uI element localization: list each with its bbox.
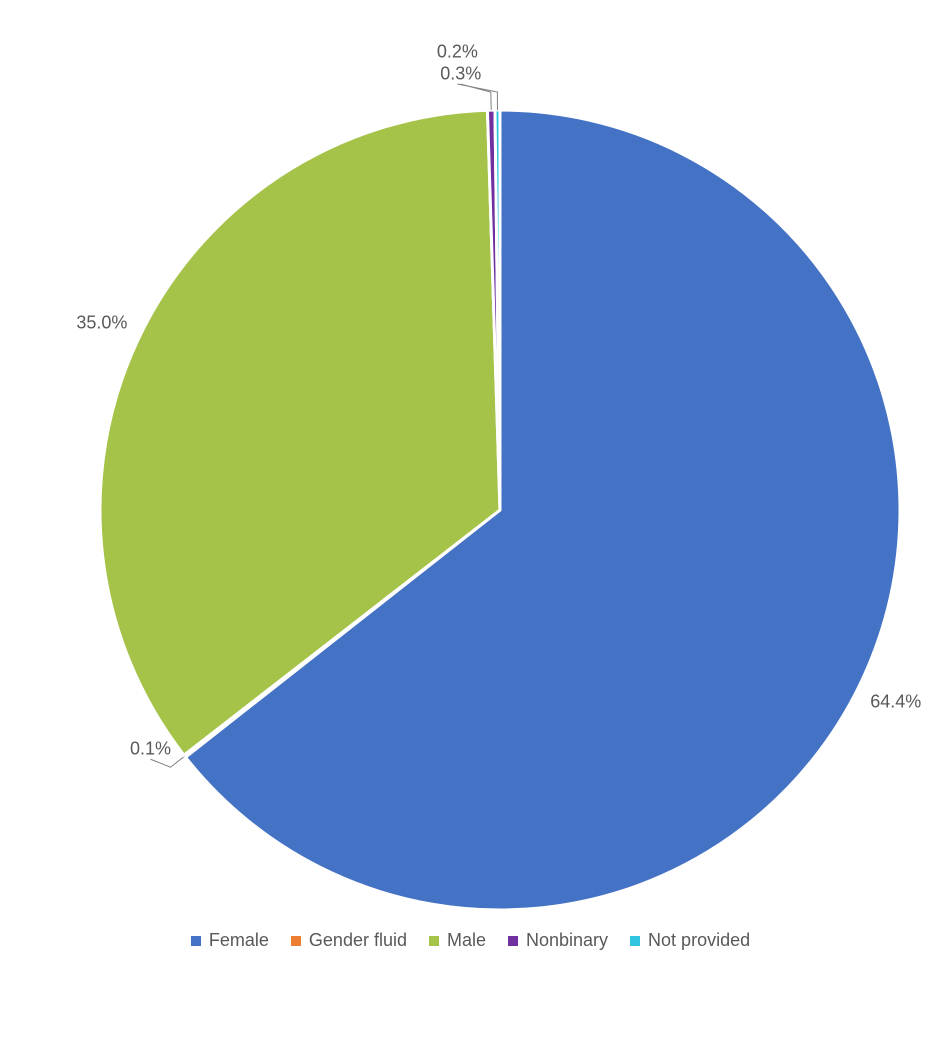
legend-label: Male xyxy=(447,930,486,951)
legend-label: Female xyxy=(209,930,269,951)
legend-item-male: Male xyxy=(429,930,486,951)
data-label-male: 35.0% xyxy=(76,312,127,333)
legend-swatch xyxy=(291,936,301,946)
legend-item-female: Female xyxy=(191,930,269,951)
data-label-female: 64.4% xyxy=(870,692,921,713)
data-label-nonbinary: 0.3% xyxy=(440,64,481,85)
legend-label: Not provided xyxy=(648,930,750,951)
chart-container: 64.4% 0.1% 35.0% 0.3%0.2% Female Gender flui… xyxy=(0,0,941,1037)
legend-swatch xyxy=(630,936,640,946)
data-label-gender-fluid: 0.1% xyxy=(130,739,171,760)
legend: Female Gender fluid Male Nonbinary Not provi… xyxy=(30,930,911,951)
legend-item-gender-fluid: Gender fluid xyxy=(291,930,407,951)
data-label-not-provided: 0.2% xyxy=(437,42,478,63)
legend-label: Nonbinary xyxy=(526,930,608,951)
legend-swatch xyxy=(508,936,518,946)
legend-swatch xyxy=(429,936,439,946)
legend-item-not-provided: Not provided xyxy=(630,930,750,951)
pie-chart: 64.4%0.1%35.0%0.3%0.2% xyxy=(30,40,911,920)
legend-item-nonbinary: Nonbinary xyxy=(508,930,608,951)
pie-svg xyxy=(30,40,941,920)
legend-label: Gender fluid xyxy=(309,930,407,951)
legend-swatch xyxy=(191,936,201,946)
